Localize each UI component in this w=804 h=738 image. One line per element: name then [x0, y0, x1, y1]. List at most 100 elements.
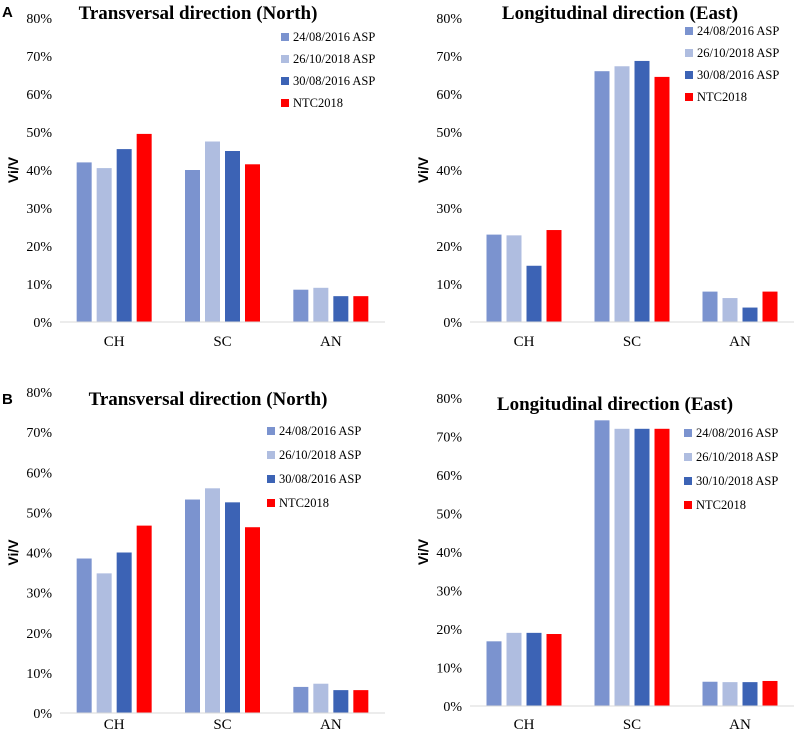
y-tick-label: 70%: [26, 426, 52, 441]
y-tick-label: 0%: [443, 700, 462, 715]
bar-an-series-2: [333, 296, 349, 322]
bar-sc-series-1: [614, 428, 630, 706]
legend-entry: 26/10/2018 ASP: [697, 46, 779, 60]
legend-swatch: [267, 451, 275, 459]
bar-sc-series-0: [594, 420, 610, 706]
legend-swatch: [685, 93, 693, 101]
bar-ch-series-1: [506, 235, 522, 322]
bar-ch-series-2: [116, 149, 132, 322]
bar-sc-series-2: [634, 428, 650, 706]
bar-ch-series-2: [526, 265, 542, 322]
bar-ch-series-1: [96, 573, 112, 713]
legend-swatch: [281, 55, 289, 63]
chart-title: Longitudinal direction (East): [497, 394, 733, 415]
x-category-label: CH: [514, 334, 535, 350]
bar-sc-series-3: [245, 527, 260, 713]
chart-1: Longitudinal direction (East) 0% 10% 20% 30%…: [415, 3, 794, 350]
legend-entry: 30/08/2016 ASP: [293, 74, 375, 88]
y-tick-label: 10%: [436, 278, 462, 293]
y-tick-label: 10%: [436, 662, 462, 677]
bar-ch-series-2: [116, 552, 132, 713]
bar-an-series-2: [742, 307, 758, 322]
y-tick-label: 20%: [26, 240, 52, 255]
bar-sc-series-0: [594, 71, 610, 322]
y-tick-label: 80%: [26, 386, 52, 401]
y-tick-label: 50%: [26, 506, 52, 521]
bar-sc-series-0: [185, 499, 200, 713]
y-tick-label: 20%: [436, 623, 462, 638]
y-tick-label: 30%: [26, 587, 52, 602]
bar-an-series-0: [702, 681, 718, 706]
bar-ch-series-1: [96, 168, 112, 322]
bar-an-series-1: [313, 287, 329, 322]
y-tick-label: 0%: [443, 316, 462, 331]
panel-label-a: A: [2, 4, 13, 21]
x-category-label: SC: [623, 334, 641, 350]
legend-entry: 30/10/2018 ASP: [696, 474, 778, 488]
y-axis-label: Vi/V: [415, 156, 431, 183]
bar-sc-series-3: [654, 428, 670, 706]
bar-ch-series-1: [506, 632, 522, 706]
legend-swatch: [685, 49, 693, 57]
legend-entry: 26/10/2018 ASP: [279, 448, 361, 462]
y-tick-label: 20%: [436, 240, 462, 255]
y-tick-label: 80%: [436, 392, 462, 407]
bar-an-series-0: [702, 291, 718, 322]
y-tick-label: 10%: [26, 667, 52, 682]
y-axis-label: Vi/V: [5, 156, 21, 183]
chart-3: Longitudinal direction (East) 0% 10% 20% 30%…: [415, 392, 794, 733]
bar-an-series-3: [762, 291, 778, 322]
chart-title: Transversal direction (North): [79, 3, 318, 24]
bar-an-series-0: [293, 289, 309, 322]
bar-an-series-3: [353, 296, 369, 322]
y-tick-label: 30%: [436, 585, 462, 600]
legend-swatch: [281, 33, 289, 41]
y-axis-label: Vi/V: [415, 538, 431, 565]
y-tick-label: 50%: [436, 126, 462, 141]
legend-swatch: [685, 71, 693, 79]
y-tick-label: 0%: [33, 316, 52, 331]
y-tick-label: 40%: [436, 164, 462, 179]
legend-swatch: [267, 499, 275, 507]
bar-ch-series-3: [546, 634, 562, 706]
y-tick-label: 70%: [436, 50, 462, 65]
bar-ch-series-3: [136, 133, 152, 322]
y-tick-label: 10%: [26, 278, 52, 293]
y-tick-label: 40%: [26, 547, 52, 562]
bar-an-series-1: [313, 683, 329, 713]
legend-entry: 30/08/2016 ASP: [279, 472, 361, 486]
x-category-label: SC: [213, 334, 231, 350]
y-tick-label: 30%: [26, 202, 52, 217]
legend-swatch: [267, 427, 275, 435]
chart-title: Longitudinal direction (East): [502, 3, 738, 24]
bar-sc-series-3: [654, 76, 670, 323]
legend-entry: 24/08/2016 ASP: [293, 30, 375, 44]
y-tick-label: 60%: [436, 469, 462, 484]
y-tick-label: 20%: [26, 627, 52, 642]
bar-ch-series-2: [526, 632, 542, 706]
x-category-label: CH: [514, 717, 535, 733]
legend-entry: NTC2018: [293, 96, 343, 110]
y-tick-label: 80%: [436, 12, 462, 27]
bar-ch-series-0: [76, 162, 92, 322]
bar-an-series-1: [722, 298, 738, 322]
y-tick-label: 30%: [436, 202, 462, 217]
y-tick-label: 60%: [26, 88, 52, 103]
panel-label-b: B: [2, 391, 13, 408]
legend-entry: 24/08/2016 ASP: [696, 426, 778, 440]
y-tick-label: 60%: [436, 88, 462, 103]
bar-an-series-1: [722, 682, 738, 706]
bar-an-series-0: [293, 686, 309, 713]
bar-ch-series-0: [76, 558, 92, 713]
bar-sc-series-2: [225, 151, 240, 322]
legend-swatch: [684, 453, 692, 461]
y-axis-label: Vi/V: [5, 539, 21, 566]
legend-entry: NTC2018: [697, 90, 747, 104]
legend-entry: NTC2018: [696, 498, 746, 512]
bar-sc-series-2: [225, 502, 240, 713]
legend-swatch: [684, 501, 692, 509]
bar-sc-series-0: [185, 170, 200, 322]
legend-entry: 30/08/2016 ASP: [697, 68, 779, 82]
legend-entry: 24/08/2016 ASP: [279, 424, 361, 438]
